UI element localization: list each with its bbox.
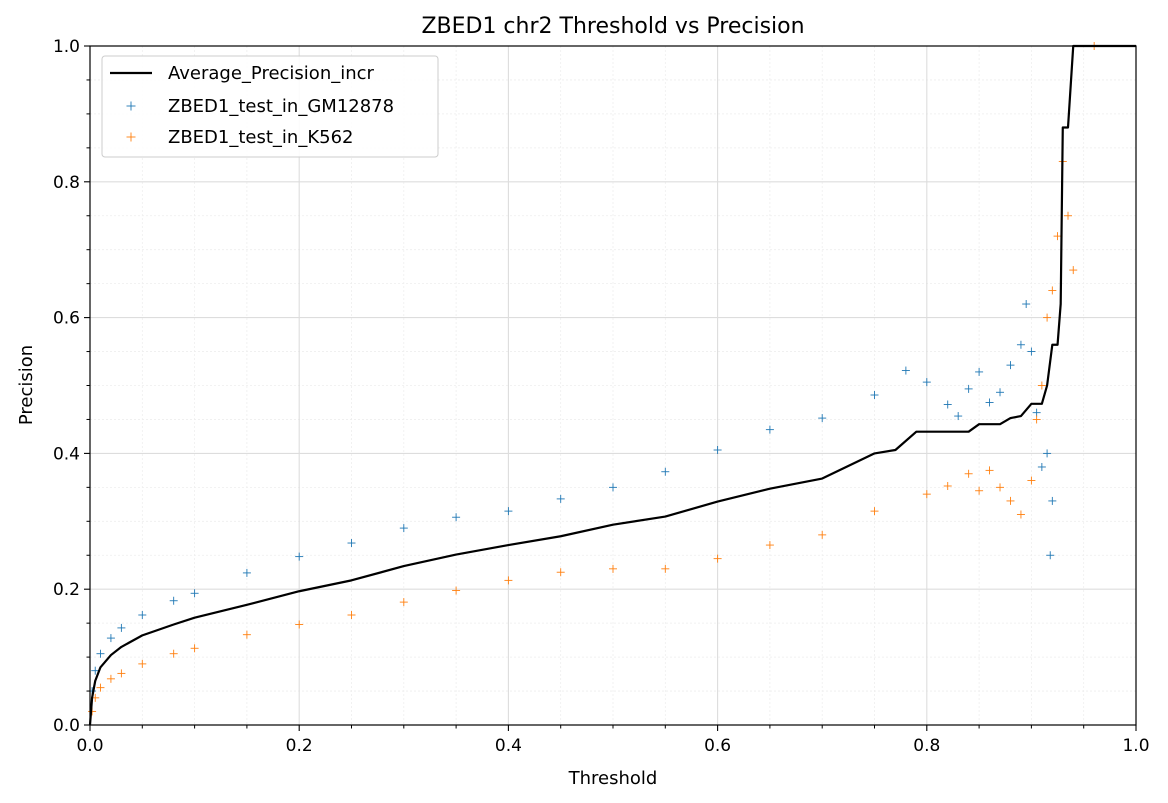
data-point <box>399 524 408 533</box>
legend-swatch-gm12878 <box>126 101 136 111</box>
data-point <box>996 483 1005 492</box>
legend-label-average-precision: Average_Precision_incr <box>168 63 375 84</box>
x-tick-label: 0.0 <box>76 736 103 756</box>
data-point <box>985 466 994 475</box>
data-point <box>609 483 617 492</box>
series-line-Average_Precision_incr <box>88 44 1136 726</box>
data-point <box>870 507 879 516</box>
data-point <box>117 623 126 632</box>
data-point <box>96 683 105 692</box>
data-point <box>964 384 973 393</box>
data-point <box>1032 408 1041 417</box>
legend-label-k562: ZBED1_test_in_K562 <box>168 127 354 148</box>
data-point <box>954 412 963 421</box>
data-point <box>1016 340 1025 349</box>
data-point <box>190 589 199 598</box>
data-point <box>242 568 251 577</box>
data-point <box>765 425 774 434</box>
x-tick-label: 0.2 <box>286 736 313 756</box>
y-tick-label: 0.8 <box>53 173 80 193</box>
data-point <box>1006 361 1015 370</box>
data-point <box>1037 462 1046 471</box>
data-point <box>964 469 973 478</box>
data-point <box>242 630 251 639</box>
data-point <box>818 530 827 539</box>
data-point <box>1016 510 1025 519</box>
x-tick-label: 0.6 <box>704 736 731 756</box>
x-axis-label: Threshold <box>568 768 658 789</box>
data-point <box>138 659 147 668</box>
legend-label-gm12878: ZBED1_test_in_GM12878 <box>168 96 394 117</box>
data-point <box>1037 381 1046 390</box>
data-point <box>399 598 408 607</box>
y-tick-label: 0.2 <box>53 580 80 600</box>
data-point <box>190 644 199 653</box>
data-point <box>1048 496 1057 505</box>
data-point <box>1027 347 1036 356</box>
data-point <box>975 486 984 495</box>
data-point <box>1027 476 1036 485</box>
ticks: 0.0 0.2 0.4 0.6 0.8 1.0 0.0 0.2 0.4 0.6 0.8 1.0 <box>53 37 1150 756</box>
data-point <box>975 367 984 376</box>
y-axis-label: Precision <box>16 345 37 425</box>
data-point <box>996 388 1005 397</box>
data-point <box>106 634 115 643</box>
data-point <box>91 666 100 675</box>
data-point <box>1006 496 1015 505</box>
data-point <box>765 541 774 550</box>
data-point <box>1043 313 1052 322</box>
data-point <box>985 398 994 407</box>
data-point <box>901 366 910 375</box>
chart-title: ZBED1 chr2 Threshold vs Precision <box>421 14 804 39</box>
data-point <box>1046 551 1055 560</box>
data-point <box>943 481 952 490</box>
legend-box <box>101 55 439 158</box>
data-point <box>922 490 931 499</box>
legend-swatch-k562 <box>126 132 136 142</box>
data-point <box>295 620 304 629</box>
y-tick-label: 0.4 <box>53 444 80 464</box>
data-point <box>138 611 147 620</box>
data-point <box>713 446 722 455</box>
legend: Average_Precision_incr ZBED1_test_in_GM1… <box>101 55 439 158</box>
data-point <box>943 400 952 409</box>
x-tick-label: 0.8 <box>913 736 940 756</box>
data-point <box>295 552 304 561</box>
data-point <box>1022 300 1031 309</box>
data-point <box>818 414 827 423</box>
data-point <box>870 391 879 400</box>
data-point <box>922 378 931 387</box>
x-tick-label: 1.0 <box>1122 736 1149 756</box>
data-point <box>556 568 565 577</box>
data-point <box>504 576 513 585</box>
data-point <box>713 554 722 563</box>
data-point <box>452 586 461 595</box>
y-tick-label: 0.0 <box>53 716 80 736</box>
data-point <box>504 507 513 516</box>
data-point <box>96 649 105 658</box>
data-point <box>169 596 178 605</box>
data-point <box>1053 232 1062 241</box>
data-point <box>1064 211 1073 220</box>
data-point <box>347 611 356 620</box>
data-point <box>452 513 461 522</box>
x-tick-label: 0.4 <box>495 736 522 756</box>
data-point <box>169 649 178 658</box>
data-point <box>556 494 565 503</box>
data-point <box>609 564 617 573</box>
y-tick-label: 1.0 <box>53 37 80 57</box>
data-point <box>1048 286 1057 295</box>
data-point <box>347 539 356 548</box>
data-point <box>661 564 670 573</box>
data-point <box>1043 449 1052 458</box>
data-point <box>117 669 126 678</box>
data-point <box>106 674 115 683</box>
data-point <box>1069 266 1078 275</box>
data-point <box>661 467 670 476</box>
data-point <box>1032 415 1041 424</box>
y-tick-label: 0.6 <box>53 309 80 329</box>
